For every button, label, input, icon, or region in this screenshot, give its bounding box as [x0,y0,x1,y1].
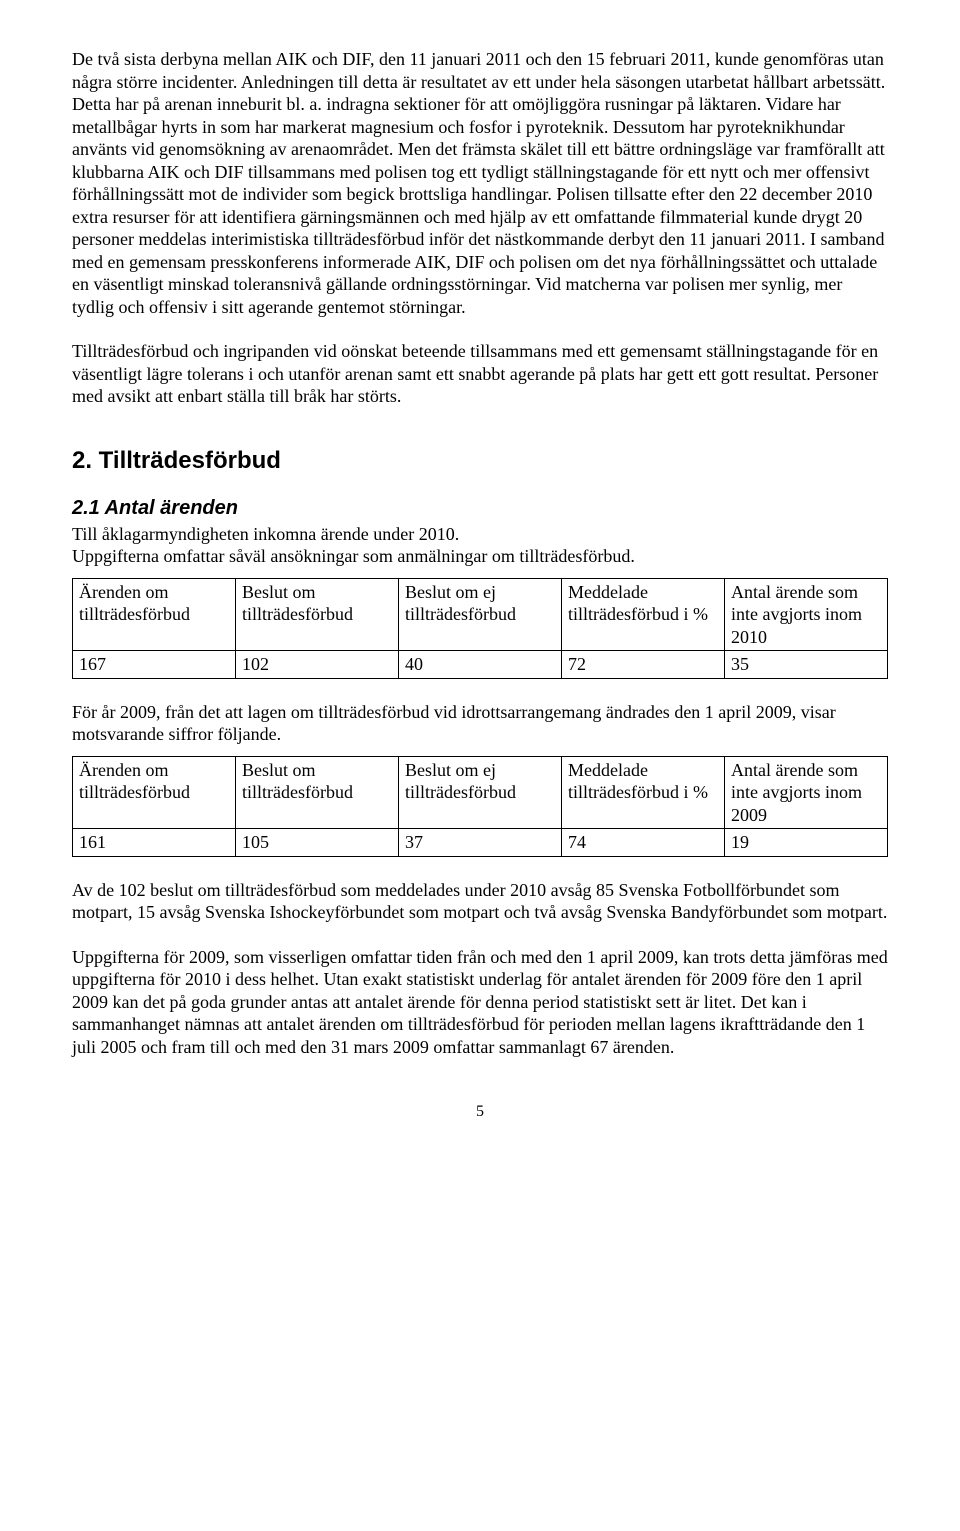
table-cell: 35 [725,651,888,679]
heading-subsection-2-1: 2.1 Antal ärenden [72,496,888,521]
table-row: Ärenden om tillträdesförbud Beslut om ti… [73,578,888,651]
paragraph-after-tables-1: Av de 102 beslut om tillträdesförbud som… [72,879,888,924]
table-cell: 40 [399,651,562,679]
paragraph-intro-2: Tillträdesförbud och ingripanden vid oön… [72,340,888,408]
table-cell: 72 [562,651,725,679]
paragraph-after-tables-2: Uppgifterna för 2009, som visserligen om… [72,946,888,1059]
paragraph-table1-intro: Till åklagarmyndigheten inkomna ärende u… [72,523,888,568]
table-cell: 37 [399,829,562,857]
table-cell: 167 [73,651,236,679]
document-page: De två sista derbyna mellan AIK och DIF,… [0,0,960,1182]
table-cell: 105 [236,829,399,857]
table-row: 161 105 37 74 19 [73,829,888,857]
table-header-cell: Ärenden om tillträdesförbud [73,756,236,829]
table-cell: 161 [73,829,236,857]
table-2010: Ärenden om tillträdesförbud Beslut om ti… [72,578,888,679]
table-header-cell: Antal ärende som inte avgjorts inom 2009 [725,756,888,829]
table-header-cell: Meddelade tillträdesförbud i % [562,756,725,829]
table-row: Ärenden om tillträdesförbud Beslut om ti… [73,756,888,829]
table-cell: 74 [562,829,725,857]
table-header-cell: Beslut om tillträdesförbud [236,578,399,651]
table-header-cell: Meddelade tillträdesförbud i % [562,578,725,651]
paragraph-intro-1: De två sista derbyna mellan AIK och DIF,… [72,48,888,318]
heading-section-2: 2. Tillträdesförbud [72,446,888,476]
page-number: 5 [72,1102,888,1122]
table-header-cell: Beslut om tillträdesförbud [236,756,399,829]
table-2009: Ärenden om tillträdesförbud Beslut om ti… [72,756,888,857]
table-row: 167 102 40 72 35 [73,651,888,679]
table-cell: 102 [236,651,399,679]
table-header-cell: Beslut om ej tillträdesförbud [399,756,562,829]
table-cell: 19 [725,829,888,857]
table-header-cell: Beslut om ej tillträdesförbud [399,578,562,651]
table-header-cell: Ärenden om tillträdesförbud [73,578,236,651]
table-header-cell: Antal ärende som inte avgjorts inom 2010 [725,578,888,651]
paragraph-table2-intro: För år 2009, från det att lagen om tillt… [72,701,888,746]
